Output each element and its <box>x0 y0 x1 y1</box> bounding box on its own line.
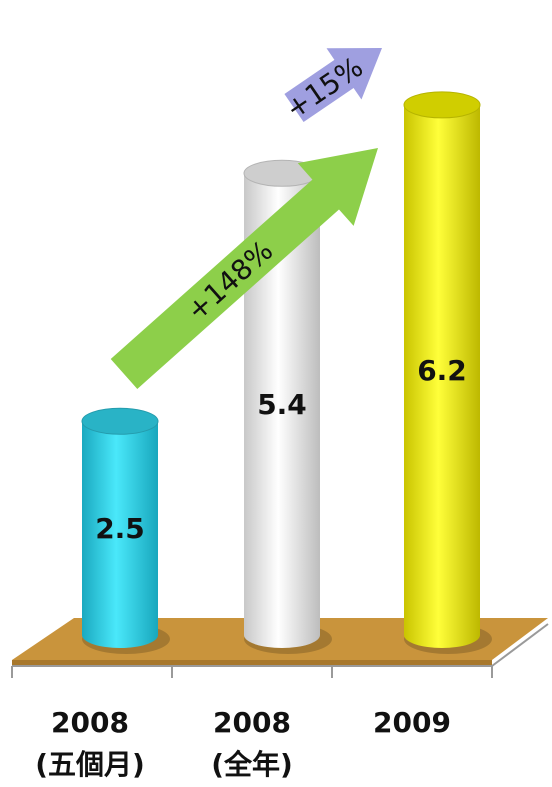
x-axis-depth-line <box>491 623 549 667</box>
category-label-2: 2009 <box>373 706 451 739</box>
bar-body-1 <box>244 173 320 649</box>
value-label-1: 5.4 <box>257 388 307 421</box>
bar-top-0 <box>81 407 159 435</box>
bar-0 <box>81 407 170 654</box>
bar-2 <box>403 91 492 654</box>
bar-body-2 <box>404 104 480 648</box>
category-sublabel-0: (五個月) <box>35 748 145 781</box>
chart-floor-edge <box>12 660 492 666</box>
category-label-1: 2008 <box>213 706 291 739</box>
category-label-0: 2008 <box>51 706 129 739</box>
bar-body-0 <box>82 421 158 648</box>
bar-top-2 <box>403 91 481 119</box>
value-label-0: 2.5 <box>95 512 145 545</box>
growth-arrow-0-shape <box>110 148 378 389</box>
growth-arrow-1: +15% <box>280 47 383 126</box>
value-label-2: 6.2 <box>417 354 467 387</box>
growth-arrow-1-shape <box>284 47 383 123</box>
category-sublabel-1: (全年) <box>211 748 293 781</box>
bar-1 <box>243 159 332 654</box>
